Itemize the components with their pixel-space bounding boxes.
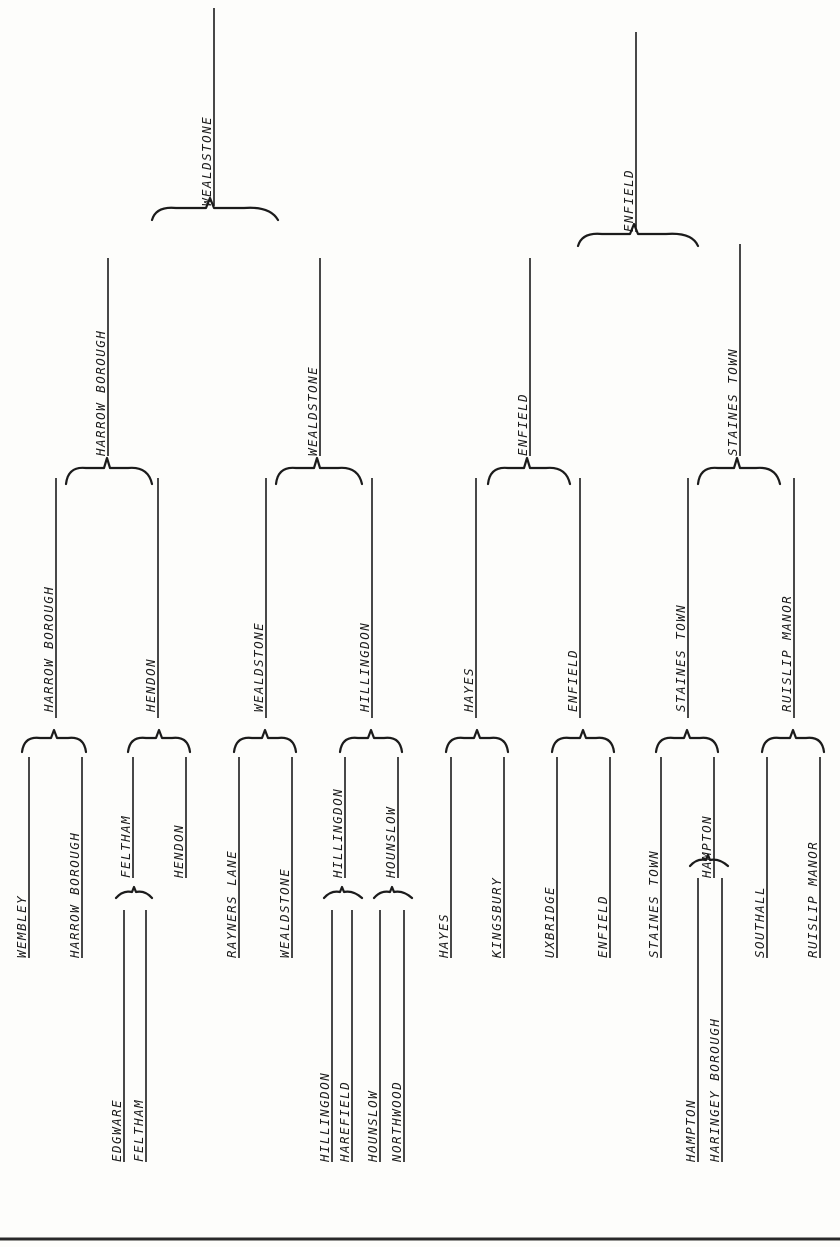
team-label: STAINES TOWN <box>673 604 688 712</box>
team-label: HARROW BOROUGH <box>41 586 56 713</box>
team-label: WEALDSTONE <box>251 622 266 712</box>
bracket-brace <box>486 456 572 486</box>
round1-match-5: HAYES KINGSBURY <box>436 728 510 959</box>
team-label: HILLINGDON <box>317 1072 332 1163</box>
bracket-brace <box>576 222 700 248</box>
quarter-final-3: HAYES ENFIELD <box>461 456 581 718</box>
team-label: STAINES TOWN <box>725 348 740 456</box>
team-label: HOUNSLOW <box>365 1090 380 1163</box>
team-label: HAYES <box>436 913 451 959</box>
bracket-brace <box>696 456 782 486</box>
semi-final-1: HARROW BOROUGH WEALDSTONE <box>93 258 321 457</box>
team-label: HAMPTON <box>699 815 714 879</box>
team-label: UXBRIDGE <box>542 886 557 958</box>
round1-match-4: HILLINGDON HOUNSLOW <box>330 728 404 879</box>
team-label: HOUNSLOW <box>383 806 398 879</box>
team-label: EDGWARE <box>109 1099 124 1162</box>
team-label: FELTHAM <box>131 1099 146 1162</box>
team-label: HAYES <box>461 667 476 713</box>
bracket-brace <box>322 885 364 900</box>
team-label: HILLINGDON <box>357 622 372 713</box>
team-label: STAINES TOWN <box>646 850 661 958</box>
team-label: WEALDSTONE <box>199 116 214 206</box>
bracket-brace <box>444 728 510 754</box>
team-label: KINGSBURY <box>489 877 504 959</box>
team-label: HARROW BOROUGH <box>67 832 82 959</box>
bracket-brace <box>654 728 720 754</box>
team-label: SOUTHALL <box>752 886 767 958</box>
bracket-brace <box>20 728 88 754</box>
preliminary-match-2: HILLINGDON HAREFIELD <box>317 885 364 1163</box>
round1-match-2: FELTHAM HENDON <box>118 728 192 879</box>
team-label: HENDON <box>143 658 158 713</box>
quarter-final-1: HARROW BOROUGH HENDON <box>41 456 159 718</box>
bracket-brace <box>372 885 414 900</box>
semi-final-2: ENFIELD STAINES TOWN <box>515 244 741 456</box>
preliminary-match-3: HOUNSLOW NORTHWOOD <box>365 885 414 1163</box>
team-label: ENFIELD <box>595 895 610 958</box>
bracket-brace <box>688 853 730 868</box>
bracket-brace <box>338 728 404 754</box>
team-label: FELTHAM <box>118 815 133 878</box>
final-match: WEALDSTONE ENFIELD <box>150 8 700 248</box>
preliminary-match-1: EDGWARE FELTHAM <box>109 885 154 1162</box>
team-label: HARROW BOROUGH <box>93 330 108 457</box>
bracket-brace <box>550 728 616 754</box>
round1-match-1: WEMBLEY HARROW BOROUGH <box>14 728 88 959</box>
team-label: RUISLIP MANOR <box>805 841 820 958</box>
round1-match-3: RAYNERS LANE WEALDSTONE <box>224 728 298 958</box>
team-label: HARINGEY BOROUGH <box>707 1018 722 1163</box>
round1-match-6: UXBRIDGE ENFIELD <box>542 728 616 958</box>
team-label: WEALDSTONE <box>305 366 320 456</box>
team-label: RUISLIP MANOR <box>779 595 794 712</box>
quarter-final-4: STAINES TOWN RUISLIP MANOR <box>673 456 795 718</box>
bracket-brace <box>274 456 364 486</box>
bracket-brace <box>232 728 298 754</box>
quarter-final-2: WEALDSTONE HILLINGDON <box>251 456 373 718</box>
team-label: RAYNERS LANE <box>224 850 239 958</box>
bracket-brace <box>114 885 154 900</box>
bracket-brace <box>64 456 154 486</box>
team-label: WEMBLEY <box>14 895 29 958</box>
team-label: HAREFIELD <box>337 1081 352 1163</box>
team-label: NORTHWOOD <box>389 1081 404 1163</box>
team-label: ENFIELD <box>621 169 636 232</box>
bracket-brace <box>126 728 192 754</box>
preliminary-match-4: HAMPTON HARINGEY BOROUGH <box>683 853 730 1163</box>
bracket-brace <box>760 728 826 754</box>
round1-match-8: SOUTHALL RUISLIP MANOR <box>752 728 826 958</box>
bracket-brace <box>150 196 280 222</box>
round1-match-7: STAINES TOWN HAMPTON <box>646 728 720 958</box>
team-label: ENFIELD <box>515 393 530 456</box>
team-label: HILLINGDON <box>330 788 345 879</box>
team-label: WEALDSTONE <box>277 868 292 958</box>
team-label: HENDON <box>171 824 186 879</box>
team-label: ENFIELD <box>565 649 580 712</box>
team-label: HAMPTON <box>683 1099 698 1163</box>
